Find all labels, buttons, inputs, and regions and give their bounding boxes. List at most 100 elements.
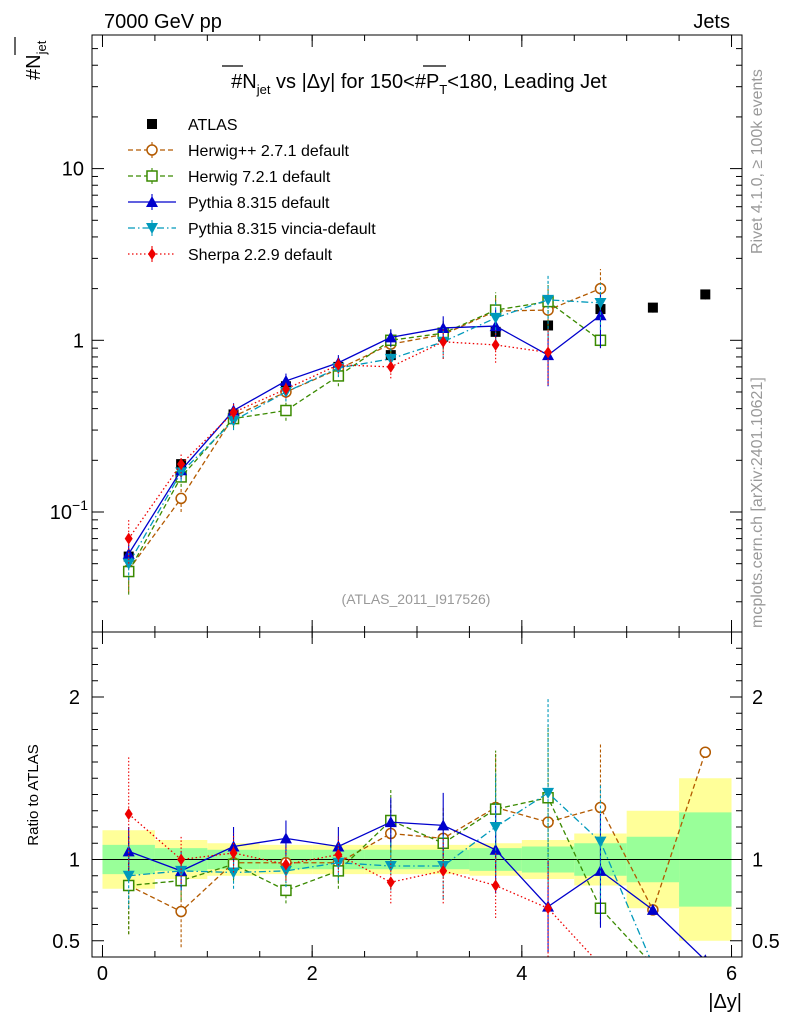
- herwig-7-2-1-default-point: [648, 960, 658, 970]
- pythia-8-315-default-point: [279, 832, 292, 844]
- herwig-7-2-1-default-line: [128, 797, 647, 957]
- sherpa-2-2-9-default-point: [124, 808, 133, 820]
- sherpa-2-2-9-default-point: [177, 853, 186, 866]
- ratio-xtick-label: 2: [307, 963, 318, 985]
- ratio-xtick-label: 0: [97, 963, 108, 985]
- pythia-8-315-vincia-default-point: [489, 822, 502, 833]
- sherpa-2-2-9-default-point: [439, 335, 448, 348]
- sherpa-2-2-9-default-point: [544, 902, 553, 915]
- herwig-2-7-1-default-point: [175, 492, 187, 505]
- pythia-8-315-vincia-default-point: [332, 857, 345, 869]
- title-part-c-sub: T: [439, 82, 447, 97]
- sherpa-2-2-9-default-point: [596, 959, 604, 971]
- pythia-8-315-vincia-default-point: [594, 297, 607, 309]
- ratio-ytick-label-right: 0.5: [752, 931, 780, 953]
- pythia-8-315-default-point: [384, 816, 397, 828]
- atlas-point: [700, 289, 711, 300]
- sherpa-2-2-9-default-point: [386, 360, 395, 373]
- sherpa-2-2-9-default-point: [229, 406, 238, 419]
- pythia-8-315-vincia-default-point: [489, 312, 502, 324]
- side-label-mcplots: mcplots.cern.ch [arXiv:2401.10621]: [749, 377, 766, 628]
- legend-pythia-8-315-vincia-default-label: Pythia 8.315 vincia-default: [188, 221, 376, 238]
- pythia-8-315-vincia-default-point: [122, 558, 135, 570]
- main-ytick-label-base: 10: [62, 159, 84, 181]
- legend: ATLAS Herwig++ 2.7.1 default Herwig 7.2.1 …: [128, 117, 376, 264]
- herwig-2-7-1-default-point: [175, 905, 187, 918]
- legend-herwig-7-2-1-default-label: Herwig 7.2.1 default: [188, 169, 331, 186]
- ratio-ytick-label-right: 1: [752, 850, 763, 872]
- herwig-2-7-1-default-line: [128, 288, 601, 571]
- main-ytick-label-exp: −1: [72, 497, 88, 513]
- herwig-2-7-1-default-line: [128, 752, 706, 913]
- ratio-ytick-label-left: 0.5: [52, 931, 80, 953]
- herwig-7-2-1-default-line: [128, 300, 601, 572]
- main-title: #Njet vs |Δy| for 150<#PT<180, Leading J…: [231, 71, 607, 97]
- ratio-ylabel: Ratio to ATLAS: [25, 744, 42, 845]
- pythia-8-315-default-point: [332, 840, 345, 852]
- ratio-plot-panel: 0.5 0.5 1 1 2 2 0 2 4 6 Ratio to ATLAS |Δy|: [25, 631, 780, 1013]
- pythia-8-315-vincia-default-point: [594, 836, 607, 848]
- side-label-rivet: Rivet 4.1.0, ≥ 100k events: [749, 69, 766, 254]
- pythia-8-315-default-point: [703, 954, 707, 957]
- legend-herwig-2-7-1-default-label: Herwig++ 2.7.1 default: [188, 143, 350, 160]
- main-ylabel-sub: jet: [34, 40, 49, 55]
- ratio-xtick-label: 6: [726, 963, 737, 985]
- sherpa-2-2-9-default-point: [229, 847, 238, 859]
- ratio-ytick-label-left: 1: [69, 850, 80, 872]
- title-part-a-sub: jet: [256, 82, 271, 97]
- main-ytick-label-base: 10: [50, 502, 72, 524]
- header-category-label: Jets: [693, 11, 730, 33]
- legend-herwig-7-2-1-default-marker: [146, 170, 158, 182]
- title-part-b: vs |Δy| for 150<#: [270, 71, 426, 93]
- header-energy-label: 7000 GeV pp: [104, 11, 222, 33]
- pythia-8-315-vincia-default-point: [175, 865, 188, 877]
- legend-sherpa-2-2-9-default-marker: [148, 248, 156, 260]
- title-part-c: P: [426, 71, 439, 93]
- legend-atlas-marker: [147, 119, 157, 129]
- sherpa-2-2-9-default-point: [491, 879, 500, 892]
- pythia-8-315-vincia-default-line: [128, 299, 601, 564]
- main-ylabel: #Njet: [23, 40, 49, 80]
- legend-atlas-label: ATLAS: [188, 117, 238, 134]
- analysis-id-label: (ATLAS_2011_I917526): [342, 591, 491, 607]
- pythia-8-315-default-point: [279, 374, 292, 386]
- title-part-a: #N: [231, 71, 257, 93]
- pythia-8-315-vincia-default-point: [647, 960, 659, 971]
- ratio-ytick-label-right: 2: [752, 687, 763, 709]
- sherpa-2-2-9-default-line: [128, 813, 594, 957]
- legend-sherpa-2-2-9-default-label: Sherpa 2.2.9 default: [188, 247, 333, 264]
- title-part-d: <180, Leading Jet: [447, 71, 607, 93]
- pythia-8-315-vincia-default-point: [384, 861, 397, 872]
- main-ytick-label: 10: [62, 159, 84, 181]
- sherpa-2-2-9-default-line: [128, 341, 549, 539]
- legend-pythia-8-315-default-label: Pythia 8.315 default: [188, 195, 330, 212]
- pythia-8-315-default-point: [437, 819, 450, 831]
- pythia-8-315-vincia-default-point: [542, 787, 555, 799]
- pythia-8-315-default-point: [594, 864, 607, 876]
- sherpa-2-2-9-default-point: [334, 358, 343, 371]
- legend-pythia-8-315-default-marker: [146, 196, 158, 207]
- pythia-8-315-default-point: [489, 320, 502, 332]
- pythia-8-315-default-point: [646, 903, 659, 915]
- sherpa-2-2-9-default-point: [544, 346, 553, 359]
- pythia-8-315-vincia-default-point: [279, 865, 292, 877]
- sherpa-2-2-9-default-point: [281, 383, 290, 396]
- sherpa-2-2-9-default-point: [491, 338, 500, 351]
- ratio-ytick-label-left: 2: [69, 687, 80, 709]
- sherpa-2-2-9-default-point: [334, 848, 343, 861]
- sherpa-2-2-9-default-point: [439, 864, 448, 877]
- pythia-8-315-default-point: [384, 331, 397, 343]
- legend-herwig-2-7-1-default-marker: [146, 144, 158, 156]
- sherpa-2-2-9-default-point: [386, 876, 395, 889]
- pythia-8-315-vincia-default-point: [384, 353, 397, 365]
- main-ytick-label: 1: [73, 330, 84, 352]
- ratio-xlabel: |Δy|: [708, 991, 742, 1013]
- pythia-8-315-default-point: [227, 840, 240, 852]
- sherpa-2-2-9-default-point: [177, 458, 186, 471]
- sherpa-2-2-9-default-point: [124, 532, 133, 545]
- legend-pythia-8-315-vincia-default-marker: [146, 223, 158, 234]
- pythia-8-315-vincia-default-point: [227, 415, 240, 427]
- main-ytick-label: 10−1: [50, 497, 88, 524]
- herwig-7-2-1-default-point: [280, 404, 292, 417]
